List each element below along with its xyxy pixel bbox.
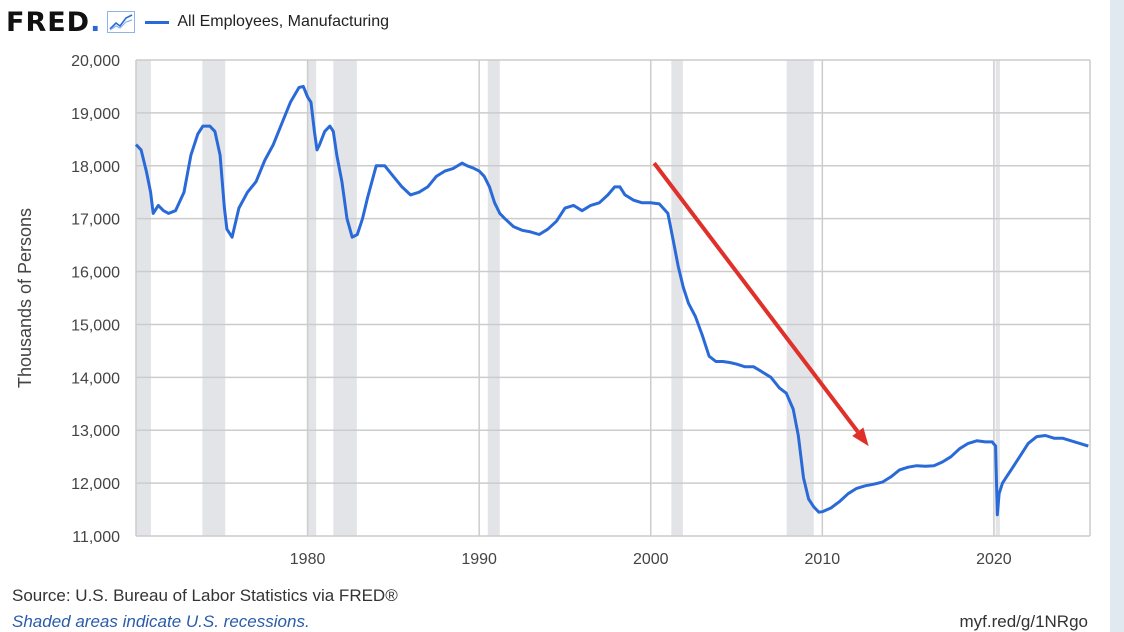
y-tick-label: 14,000	[71, 370, 120, 387]
legend-swatch	[145, 20, 170, 24]
y-axis-ticks: 11,000 12,000 13,000 14,000 15,000 16,000 17,0…	[71, 53, 120, 546]
short-url[interactable]: myf.red/g/1NRgo	[959, 612, 1089, 631]
recession-band	[136, 60, 151, 536]
x-tick-label: 1980	[290, 551, 326, 568]
y-tick-label: 20,000	[71, 53, 120, 70]
recession-band	[333, 60, 357, 536]
y-tick-label: 11,000	[72, 529, 120, 546]
graph-icon[interactable]	[107, 11, 136, 33]
series-layer	[134, 84, 1089, 517]
y-tick-label: 12,000	[71, 476, 120, 493]
x-tick-label: 2010	[805, 551, 841, 568]
y-tick-label: 16,000	[71, 265, 120, 282]
source-text: Source: U.S. Bureau of Labor Statistics …	[12, 586, 398, 605]
recession-band	[202, 60, 226, 536]
y-tick-label: 18,000	[71, 159, 120, 176]
x-tick-label: 2000	[633, 551, 669, 568]
y-axis-title: Thousands of Persons	[15, 208, 35, 388]
x-tick-label: 2020	[976, 551, 1012, 568]
recession-band	[671, 60, 683, 536]
y-tick-label: 19,000	[71, 106, 120, 123]
series-line	[134, 84, 1089, 517]
x-tick-label: 1990	[461, 551, 497, 568]
x-axis-ticks: 1980 1990 2000 2010 2020	[290, 551, 1012, 568]
grid-lines	[135, 59, 1091, 537]
recession-note[interactable]: Shaded areas indicate U.S. recessions.	[12, 612, 310, 631]
side-panel	[1110, 0, 1124, 632]
y-tick-label: 15,000	[71, 317, 120, 334]
chart-header: FRED. All Employees, Manufacturing	[6, 4, 389, 40]
fred-logo-text: FRED	[6, 6, 91, 38]
recession-band	[487, 60, 500, 536]
y-tick-label: 17,000	[71, 212, 120, 229]
y-tick-label: 13,000	[71, 423, 120, 440]
legend: All Employees, Manufacturing	[145, 13, 389, 31]
fred-logo[interactable]: FRED.	[6, 7, 101, 38]
recession-band	[307, 60, 317, 536]
recession-band	[995, 60, 1000, 536]
recession-bands	[136, 60, 1000, 536]
annotations	[652, 161, 869, 447]
recession-band	[786, 60, 814, 536]
trend-arrow-shaft	[652, 161, 860, 433]
legend-label: All Employees, Manufacturing	[177, 13, 390, 30]
trend-arrow-head	[852, 427, 869, 447]
fred-logo-dot: .	[90, 6, 102, 38]
